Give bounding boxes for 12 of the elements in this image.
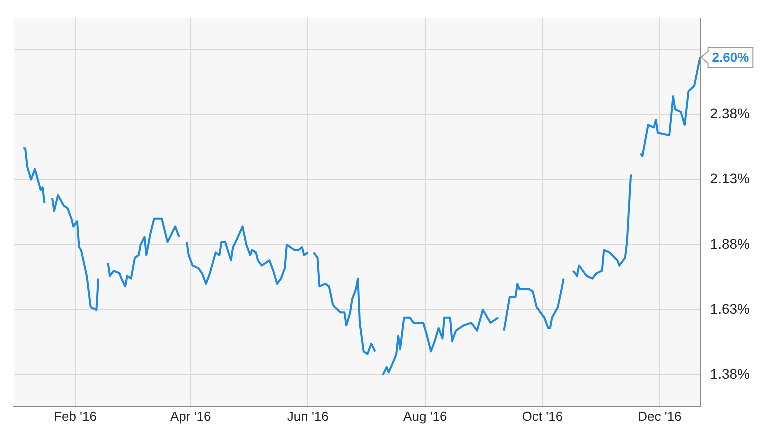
y-tick-label: 1.88%: [710, 236, 750, 252]
x-tick-label: Oct '16: [522, 408, 564, 424]
x-tick-label: Jun '16: [287, 408, 329, 424]
y-tick-label: 1.63%: [710, 300, 750, 317]
x-tick-label: Feb '16: [54, 408, 97, 424]
x-tick-label: Dec '16: [638, 408, 682, 424]
x-tick-label: Aug '16: [404, 408, 448, 424]
y-tick-label: 2.13%: [710, 170, 750, 187]
y-tick-label: 2.38%: [710, 106, 750, 122]
x-tick-label: Apr '16: [170, 408, 212, 424]
y-tick-label: 1.38%: [710, 366, 750, 382]
annotation: 2.60%: [712, 50, 750, 66]
